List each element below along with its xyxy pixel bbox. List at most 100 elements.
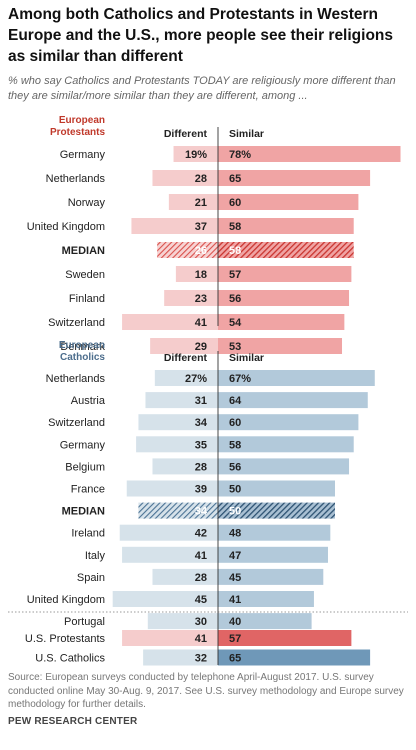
catholic-netherlands-similar-label: 67% (229, 373, 251, 385)
catholic-netherlands-different-bar (154, 370, 218, 386)
protestant-sweden-category-label: Sweden (65, 269, 105, 281)
protestant-netherlands-different-bar (152, 170, 218, 186)
protestant-median-different-label: 26 (195, 245, 207, 257)
protestant-norway-category-label: Norway (68, 197, 106, 209)
catholic-austria-similar-label: 64 (229, 395, 242, 407)
catholic-netherlands-different-label: 27% (185, 373, 207, 385)
catholic-ireland-different-label: 42 (195, 528, 207, 540)
catholic-portugal-different-bar (147, 613, 218, 630)
protestant-column-header-similar: Similar (229, 128, 264, 140)
catholic-switzerland-different-bar (138, 414, 218, 431)
protestant-netherlands-similar-label: 65 (229, 173, 241, 185)
catholic-austria-different-bar (145, 392, 218, 409)
protestant-group-heading-line: Protestants (50, 127, 105, 138)
catholic-portugal-category-label: Portugal (64, 616, 105, 628)
catholic-france-similar-bar (218, 480, 335, 497)
catholic-switzerland-different-label: 34 (195, 417, 208, 429)
protestant-sweden-different-bar (175, 266, 218, 282)
catholic-belgium-different-bar (152, 458, 218, 475)
catholic-germany-similar-bar (218, 436, 354, 453)
catholic-france-category-label: France (71, 484, 105, 496)
catholic-spain-similar-bar (218, 568, 324, 585)
catholic-column-header-similar: Similar (229, 352, 264, 364)
u-s-catholics-similar-label: 65 (229, 653, 241, 665)
catholic-portugal-similar-bar (218, 613, 312, 630)
protestant-sweden-similar-label: 57 (229, 269, 241, 281)
catholic-column-header-different: Different (164, 352, 208, 364)
catholic-median-similar-label: 50 (229, 506, 241, 518)
protestant-norway-similar-label: 60 (229, 197, 241, 209)
catholic-belgium-similar-label: 56 (229, 461, 241, 473)
catholic-france-different-label: 39 (195, 484, 207, 496)
chart-title: Among both Catholics and Protestants in … (8, 6, 394, 65)
protestant-united-kingdom-similar-bar (218, 218, 354, 234)
catholic-belgium-category-label: Belgium (65, 461, 105, 473)
catholic-median-different-bar (138, 502, 218, 519)
protestant-denmark-similar-label: 53 (229, 341, 241, 353)
protestant-switzerland-similar-bar (218, 314, 345, 330)
u-s-protestants-similar-label: 57 (229, 633, 241, 645)
u-s-catholics-different-label: 32 (195, 653, 207, 665)
catholic-ireland-category-label: Ireland (71, 528, 105, 540)
catholic-netherlands-category-label: Netherlands (46, 373, 106, 385)
catholic-germany-similar-label: 58 (229, 439, 241, 451)
protestant-switzerland-different-label: 41 (195, 317, 207, 329)
catholic-portugal-similar-label: 40 (229, 616, 241, 628)
u-s-catholics-different-bar (143, 649, 218, 666)
protestant-median-category-label: MEDIAN (62, 245, 105, 257)
protestant-norway-different-bar (168, 194, 218, 210)
protestant-germany-different-label: 19% (185, 149, 207, 161)
u-s-protestants-similar-bar (218, 630, 352, 646)
protestant-norway-different-label: 21 (195, 197, 207, 209)
catholic-spain-different-label: 28 (195, 572, 207, 584)
catholic-ireland-different-bar (119, 524, 218, 541)
protestant-finland-similar-bar (218, 290, 350, 306)
catholic-italy-similar-label: 47 (229, 550, 241, 562)
protestant-united-kingdom-category-label: United Kingdom (27, 221, 105, 233)
protestant-united-kingdom-similar-label: 58 (229, 221, 241, 233)
catholic-ireland-similar-label: 48 (229, 528, 241, 540)
protestant-switzerland-category-label: Switzerland (48, 317, 105, 329)
protestant-finland-different-label: 23 (195, 293, 207, 305)
catholic-portugal-different-label: 30 (195, 616, 207, 628)
protestant-germany-similar-label: 78% (229, 149, 251, 161)
protestant-netherlands-different-label: 28 (195, 173, 207, 185)
protestant-group-heading-line: European (59, 115, 105, 126)
protestant-column-header-different: Different (164, 128, 208, 140)
u-s-protestants-category-label: U.S. Protestants (25, 633, 106, 645)
catholic-united-kingdom-similar-label: 41 (229, 594, 241, 606)
catholic-italy-different-bar (122, 546, 218, 563)
catholic-median-similar-bar (218, 502, 335, 519)
catholic-group-heading-line: European (59, 340, 105, 351)
protestant-denmark-different-label: 29 (195, 341, 207, 353)
catholic-median-category-label: MEDIAN (62, 506, 105, 518)
protestant-netherlands-similar-bar (218, 170, 371, 186)
catholic-spain-similar-label: 45 (229, 572, 241, 584)
protestant-united-kingdom-different-bar (131, 218, 218, 234)
catholic-spain-category-label: Spain (77, 572, 105, 584)
protestant-netherlands-category-label: Netherlands (46, 173, 106, 185)
protestant-norway-similar-bar (218, 194, 359, 210)
protestant-denmark-different-bar (150, 338, 218, 354)
catholic-ireland-similar-bar (218, 524, 331, 541)
u-s-protestants-different-bar (122, 630, 218, 646)
protestant-switzerland-similar-label: 54 (229, 317, 242, 329)
catholic-france-similar-label: 50 (229, 484, 241, 496)
protestant-denmark-category-label: Denmark (60, 341, 105, 353)
protestant-united-kingdom-different-label: 37 (195, 221, 207, 233)
catholic-united-kingdom-different-bar (112, 591, 218, 607)
catholic-switzerland-similar-label: 60 (229, 417, 241, 429)
protestant-median-similar-bar (218, 242, 354, 258)
chart-subtitle: % who say Catholics and Protestants TODA… (8, 75, 396, 102)
catholic-united-kingdom-different-label: 45 (195, 594, 207, 606)
catholic-median-different-label: 34 (195, 506, 208, 518)
catholic-france-different-bar (126, 480, 218, 497)
protestant-median-different-bar (157, 242, 218, 258)
protestant-germany-different-bar (173, 146, 218, 162)
catholic-italy-similar-bar (218, 546, 328, 563)
catholic-belgium-similar-bar (218, 458, 350, 475)
protestant-sweden-different-label: 18 (195, 269, 207, 281)
catholic-united-kingdom-similar-bar (218, 591, 314, 607)
catholic-italy-category-label: Italy (85, 550, 106, 562)
